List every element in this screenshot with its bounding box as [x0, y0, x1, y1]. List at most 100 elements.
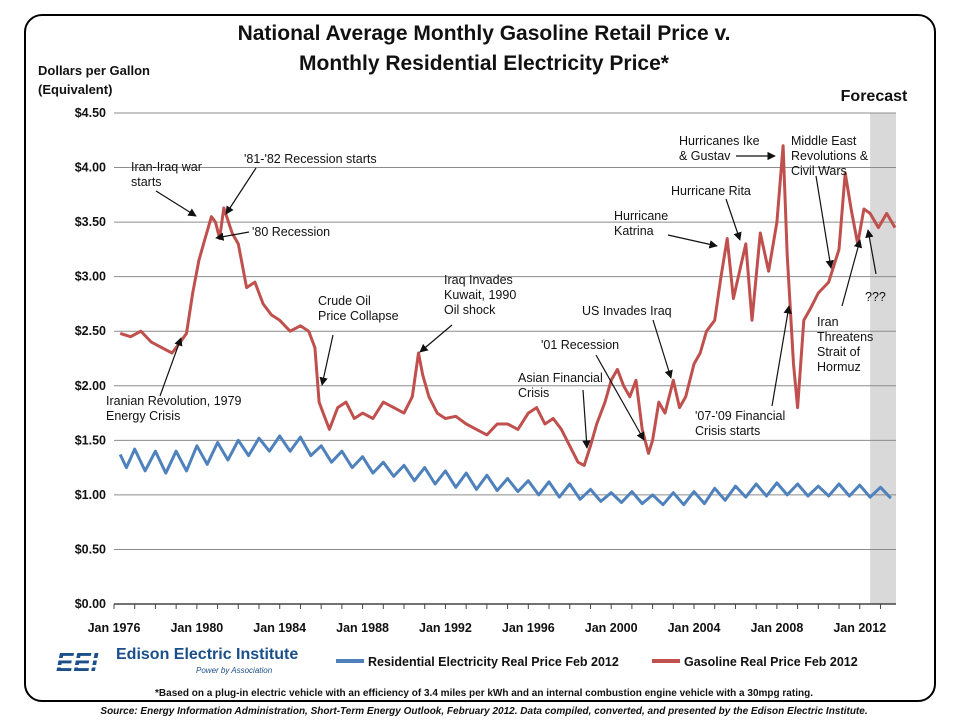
annotation-text: Kuwait, 1990: [444, 288, 516, 302]
x-tick-label: Jan 1992: [419, 621, 472, 635]
y-axis-label-line2: (Equivalent): [38, 82, 113, 97]
annotation-arrow: [815, 175, 834, 269]
annotation-text: Hurricane Rita: [671, 184, 751, 198]
annotation-text: Hormuz: [817, 360, 861, 374]
annotation-text: '07-'09 Financial: [695, 409, 785, 423]
annotation-text: Energy Crisis: [106, 409, 180, 423]
annotation-arrow: [225, 167, 257, 215]
annotation-text: Asian Financial: [518, 371, 603, 385]
annotation-arrow: [841, 239, 863, 307]
annotation-text: '80 Recession: [252, 225, 330, 239]
annotation: '01 Recession: [541, 338, 645, 441]
annotation-text: US Invades Iraq: [582, 304, 672, 318]
annotation-text: Hurricane: [614, 209, 668, 223]
chart-title-line1: National Average Monthly Gasoline Retail…: [237, 22, 731, 45]
annotation-arrow: [215, 231, 250, 241]
annotation: ???: [865, 229, 886, 304]
y-tick-label: $4.50: [75, 106, 106, 120]
footnote: *Based on a plug-in electric vehicle wit…: [155, 688, 813, 699]
y-tick-label: $0.00: [75, 597, 106, 611]
forecast-band: [870, 113, 896, 604]
annotation-text: Iranian Revolution, 1979: [106, 394, 242, 408]
eei-logo: EEI: [46, 646, 108, 676]
y-tick-label: $2.50: [75, 324, 106, 338]
annotation-text: Threatens: [817, 330, 873, 344]
annotation-text: Revolutions &: [791, 149, 869, 163]
legend: Residential Electricity Real Price Feb 2…: [336, 655, 858, 669]
annotation-arrow: [319, 334, 334, 386]
annotation-arrow: [419, 324, 453, 353]
chart-title-line2: Monthly Residential Electricity Price*: [299, 52, 669, 75]
gasoline-price-line: [119, 144, 897, 467]
annotation-text: Crisis starts: [695, 424, 760, 438]
x-tick-label: Jan 1988: [336, 621, 389, 635]
annotation-text: '81-'82 Recession starts: [244, 152, 377, 166]
y-tick-labels: $0.00 $0.50 $1.00 $1.50 $2.00 $2.50 $3.00 $3.50…: [75, 106, 106, 611]
annotation-text: '01 Recession: [541, 338, 619, 352]
x-tick-label: Jan 1976: [88, 621, 141, 635]
y-tick-label: $3.50: [75, 215, 106, 229]
annotation-text: Crude Oil: [318, 294, 371, 308]
annotation-arrow: [771, 305, 792, 407]
annotation-arrow: [155, 190, 197, 217]
series-lines: [118, 144, 897, 507]
y-axis-label-line1: Dollars per Gallon: [38, 63, 150, 78]
annotation-text: Iraq Invades: [444, 273, 513, 287]
annotation: Hurricane Rita: [671, 184, 751, 241]
annotation-text: Iran: [817, 315, 839, 329]
y-tick-label: $1.50: [75, 433, 106, 447]
logo-tagline: Power by Association: [196, 666, 273, 675]
annotation-text: Middle East: [791, 134, 857, 148]
x-tick-label: Jan 1980: [170, 621, 223, 635]
x-tick-label: Jan 2012: [833, 621, 886, 635]
source-note: Source: Energy Information Administratio…: [100, 706, 868, 717]
annotation-text: Hurricanes Ike: [679, 134, 760, 148]
x-tick-labels: Jan 1976 Jan 1980 Jan 1984 Jan 1988 Jan 1992…: [88, 604, 886, 635]
y-tick-label: $0.50: [75, 542, 106, 556]
x-tick-label: Jan 1996: [502, 621, 555, 635]
forecast-label: Forecast: [841, 88, 908, 105]
legend-label: Gasoline Real Price Feb 2012: [684, 655, 858, 669]
annotation: Hurricanes Ike& Gustav: [679, 134, 776, 163]
logo-name: Edison Electric Institute: [116, 646, 299, 663]
annotation-text: Crisis: [518, 386, 549, 400]
annotation-text: ???: [865, 290, 886, 304]
annotation-text: Strait of: [817, 345, 861, 359]
gridlines: [114, 112, 896, 605]
annotation-text: Oil shock: [444, 303, 496, 317]
annotation-arrow: [595, 354, 645, 441]
y-tick-label: $1.00: [75, 488, 106, 502]
y-tick-label: $4.00: [75, 161, 106, 175]
x-tick-label: Jan 1984: [253, 621, 306, 635]
y-tick-label: $3.00: [75, 270, 106, 284]
annotation-arrow: [582, 389, 591, 449]
annotation-text: starts: [131, 175, 162, 189]
legend-label: Residential Electricity Real Price Feb 2…: [368, 655, 619, 669]
annotation-text: Iran-Iraq war: [131, 160, 202, 174]
chart-frame: [24, 14, 936, 702]
annotation-arrow: [865, 229, 877, 275]
annotation-arrow: [725, 198, 742, 241]
annotation-text: Civil Wars: [791, 164, 847, 178]
x-tick-label: Jan 2004: [668, 621, 721, 635]
annotation-arrow: [667, 234, 718, 249]
annotation-text: Katrina: [614, 224, 654, 238]
x-tick-label: Jan 2000: [585, 621, 638, 635]
annotation-arrow: [652, 319, 673, 379]
annotation-text: Price Collapse: [318, 309, 399, 323]
annotation: '81-'82 Recession starts: [225, 152, 377, 215]
x-tick-label: Jan 2008: [750, 621, 803, 635]
electricity-price-line: [118, 434, 892, 507]
annotation: US Invades Iraq: [582, 304, 673, 379]
annotation-arrow: [159, 337, 183, 397]
